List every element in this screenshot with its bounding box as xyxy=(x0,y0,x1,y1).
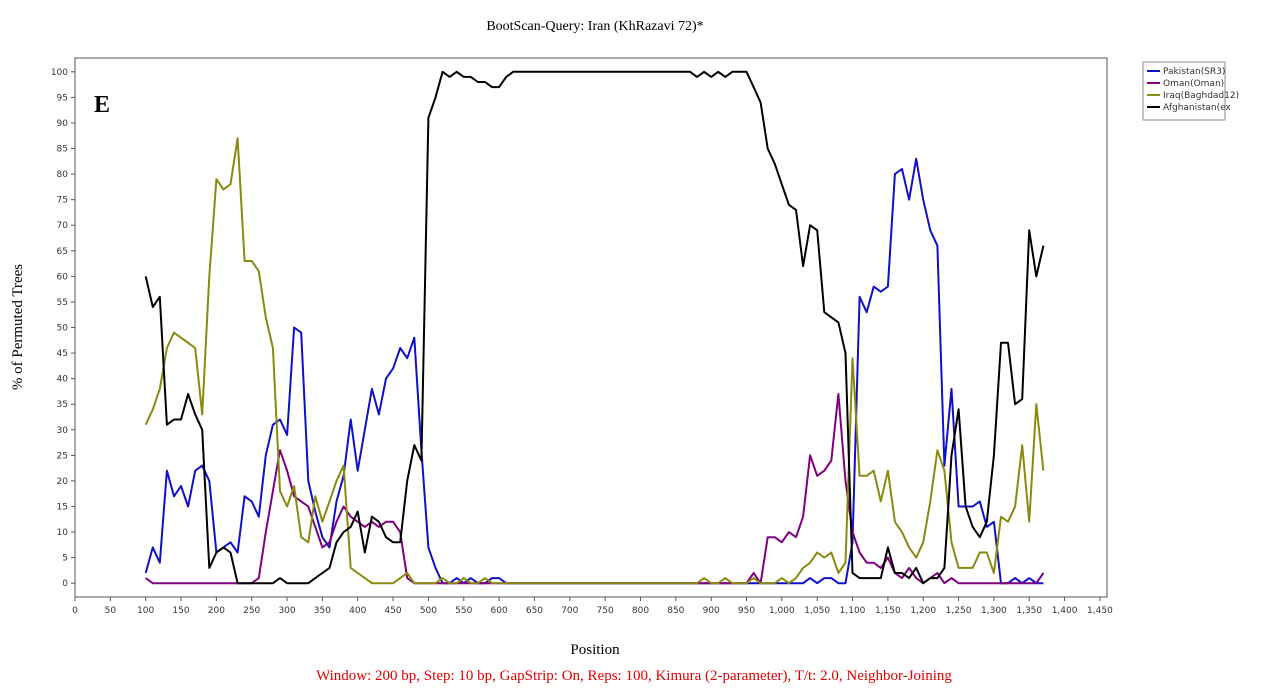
y-tick-label: 10 xyxy=(57,528,69,538)
y-tick-label: 55 xyxy=(57,298,68,308)
legend-label: Oman(Oman) xyxy=(1163,79,1224,89)
y-tick-label: 65 xyxy=(57,247,68,257)
series-line xyxy=(144,157,1044,585)
x-tick-label: 1,450 xyxy=(1087,606,1113,616)
legend-label: Afghanistan(ex xyxy=(1163,103,1231,113)
x-tick-label: 800 xyxy=(632,606,649,616)
x-tick-label: 100 xyxy=(137,606,154,616)
x-tick-label: 1,250 xyxy=(946,606,972,616)
x-tick-label: 700 xyxy=(561,606,578,616)
x-axis-label: Position xyxy=(570,642,620,658)
chart-title: BootScan-Query: Iran (KhRazavi 72)* xyxy=(486,19,703,34)
legend-label: Pakistan(SR3) xyxy=(1163,67,1225,77)
y-tick-label: 75 xyxy=(57,196,68,206)
x-tick-label: 1,150 xyxy=(875,606,901,616)
y-tick-label: 85 xyxy=(57,145,68,155)
series-line xyxy=(144,137,1045,585)
x-tick-label: 350 xyxy=(314,606,331,616)
y-tick-label: 20 xyxy=(57,477,69,487)
y-tick-label: 70 xyxy=(57,221,69,231)
x-tick-label: 1,400 xyxy=(1052,606,1078,616)
x-tick-label: 750 xyxy=(597,606,614,616)
y-tick-label: 80 xyxy=(57,170,69,180)
footnote: Window: 200 bp, Step: 10 bp, GapStrip: O… xyxy=(316,668,952,684)
x-tick-label: 150 xyxy=(172,606,189,616)
x-tick-label: 50 xyxy=(105,606,117,616)
y-tick-label: 45 xyxy=(57,349,68,359)
x-tick-label: 300 xyxy=(278,606,295,616)
panel-label: E xyxy=(94,92,110,118)
series-line xyxy=(144,70,1045,585)
y-tick-label: 15 xyxy=(57,502,68,512)
x-tick-label: 850 xyxy=(667,606,684,616)
y-tick-label: 100 xyxy=(51,68,68,78)
x-tick-label: 0 xyxy=(72,606,78,616)
x-tick-label: 450 xyxy=(384,606,401,616)
plot-frame xyxy=(74,57,1108,598)
y-tick-label: 5 xyxy=(62,554,68,564)
y-tick-label: 30 xyxy=(57,426,69,436)
x-tick-label: 1,050 xyxy=(804,606,830,616)
x-tick-label: 1,300 xyxy=(981,606,1007,616)
y-axis-label: % of Permuted Trees xyxy=(10,264,26,390)
y-tick-label: 60 xyxy=(57,272,69,282)
x-tick-label: 500 xyxy=(420,606,437,616)
x-tick-label: 900 xyxy=(703,606,720,616)
x-tick-label: 400 xyxy=(349,606,366,616)
legend-label: Iraq(Baghdad12) xyxy=(1163,91,1239,101)
x-tick-label: 950 xyxy=(738,606,755,616)
y-tick-label: 40 xyxy=(57,375,69,385)
y-tick-label: 35 xyxy=(57,400,68,410)
y-tick-label: 50 xyxy=(57,324,69,334)
x-tick-label: 1,350 xyxy=(1016,606,1042,616)
x-tick-label: 600 xyxy=(491,606,508,616)
y-tick-label: 95 xyxy=(57,93,68,103)
x-tick-label: 1,100 xyxy=(840,606,866,616)
x-tick-label: 250 xyxy=(243,606,260,616)
x-tick-label: 550 xyxy=(455,606,472,616)
y-tick-label: 0 xyxy=(62,579,68,589)
y-tick-label: 90 xyxy=(57,119,69,129)
y-tick-label: 25 xyxy=(57,451,68,461)
x-tick-label: 200 xyxy=(208,606,225,616)
x-tick-label: 1,200 xyxy=(910,606,936,616)
x-tick-label: 1,000 xyxy=(769,606,795,616)
x-tick-label: 650 xyxy=(526,606,543,616)
